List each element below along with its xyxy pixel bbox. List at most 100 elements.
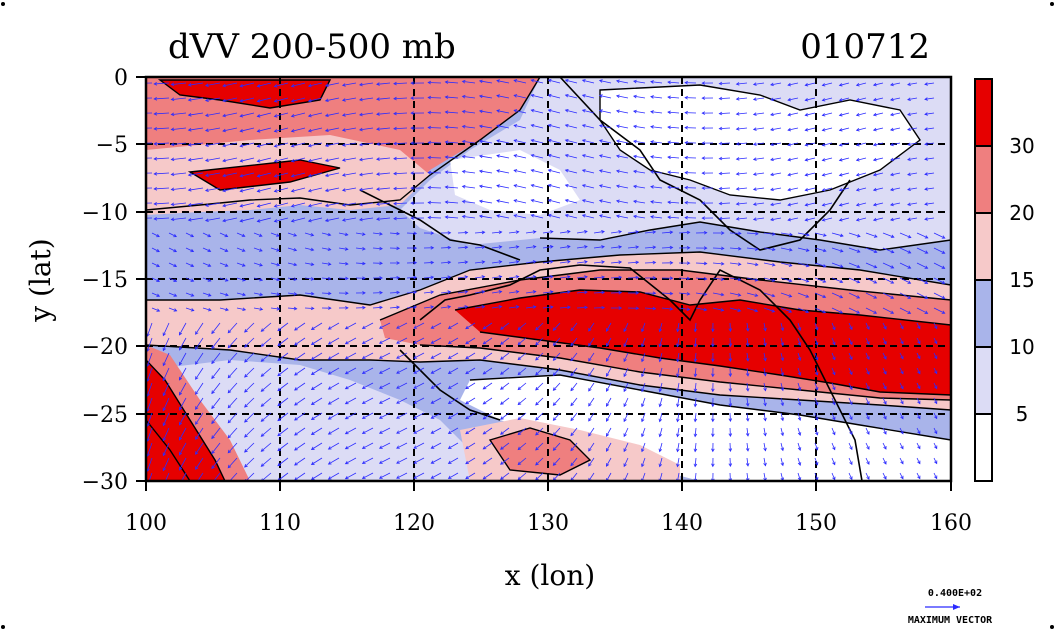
wind-vector-head [549, 275, 554, 279]
wind-vector-arrow [448, 382, 459, 389]
wind-vector-head [728, 463, 733, 468]
wind-vector-arrow [933, 352, 938, 359]
wind-vector-arrow [151, 262, 160, 267]
wind-vector-head [137, 217, 140, 220]
wind-vector-head [570, 357, 574, 362]
wind-vector-head [290, 204, 295, 208]
wind-vector-arrow [667, 216, 680, 219]
wind-vector-head [344, 400, 349, 405]
wind-vector-head [170, 202, 175, 207]
wind-vector-head [341, 158, 346, 162]
wind-vector-arrow [261, 457, 272, 467]
wind-vector-arrow [763, 382, 766, 391]
wind-vector-head [805, 248, 810, 252]
wind-vector-head [344, 415, 349, 420]
wind-vector-head [598, 109, 603, 113]
wind-vector-head [204, 203, 209, 207]
wind-vector-arrow [462, 170, 476, 174]
wind-vector-head [396, 231, 401, 236]
wind-vector-head [872, 82, 877, 87]
wind-vector-arrow [270, 232, 280, 237]
wind-vector-arrow [462, 185, 476, 189]
colorbar-swatch [975, 414, 992, 481]
wind-vector-arrow [244, 337, 255, 348]
wind-vector-arrow [328, 427, 340, 435]
wind-vector-arrow [873, 202, 884, 206]
wind-vector-head [341, 113, 346, 117]
wind-vector-head [770, 127, 774, 132]
wind-vector-head [277, 402, 282, 407]
wind-vector-arrow [428, 217, 442, 219]
wind-vector-head [517, 476, 522, 481]
wind-vector-head [763, 357, 767, 362]
wind-vector-arrow [856, 112, 867, 116]
wind-vector-arrow [677, 397, 680, 407]
wind-vector-arrow [479, 170, 493, 174]
wind-vector-arrow [559, 306, 571, 309]
wind-vector-head [641, 448, 645, 453]
wind-vector-head [900, 370, 904, 375]
wind-vector-arrow [729, 307, 741, 312]
wind-vector-head [890, 202, 894, 207]
wind-vector-head [618, 260, 623, 264]
wind-vector-head [427, 95, 432, 100]
wind-vector-head [413, 246, 418, 250]
wind-vector-head [376, 112, 380, 116]
wind-vector-head [900, 400, 904, 405]
wind-vector-arrow [195, 397, 204, 410]
wind-vector-arrow [882, 232, 895, 238]
wind-vector-arrow [553, 352, 561, 361]
wind-vector-head [310, 476, 315, 480]
wind-vector-arrow [379, 397, 391, 404]
wind-vector-head [345, 291, 349, 295]
field-region-south-white [460, 375, 951, 481]
wind-vector-arrow [831, 262, 843, 268]
wind-vector-arrow [788, 82, 799, 86]
wind-vector-head [294, 357, 298, 361]
wind-vector-arrow [240, 217, 255, 222]
wind-vector-head [866, 341, 870, 345]
wind-vector-head [260, 448, 265, 452]
wind-vector-head [924, 280, 929, 284]
wind-vector-head [686, 261, 691, 265]
wind-vector-head [153, 187, 158, 191]
wind-vector-arrow [623, 367, 629, 377]
wind-vector-arrow [873, 127, 884, 131]
wind-vector-head [547, 183, 552, 188]
wind-vector-arrow [736, 172, 748, 175]
wind-vector-arrow [396, 427, 408, 434]
wind-vector-arrow [362, 397, 374, 404]
wind-vector-head [532, 305, 537, 309]
wind-vector-arrow [500, 352, 510, 360]
wind-vector-arrow [677, 322, 680, 332]
wind-vector-arrow [916, 337, 921, 344]
wind-vector-arrow [916, 232, 928, 239]
wind-vector-arrow [188, 217, 204, 221]
wind-vector-arrow [553, 442, 561, 451]
wind-vector-arrow [379, 352, 391, 359]
wind-vector-arrow [695, 262, 707, 264]
wind-vector-head [310, 306, 315, 311]
wind-vector-head [623, 358, 627, 363]
wind-vector-arrow [270, 292, 280, 295]
wind-vector-arrow [677, 367, 680, 377]
wind-vector-arrow [633, 170, 646, 174]
wind-vector-arrow [291, 112, 306, 117]
wind-vector-head [676, 463, 680, 468]
wind-vector-head [535, 416, 539, 421]
wind-vector-head [277, 432, 282, 437]
wind-vector-head [482, 401, 487, 405]
wind-vector-head [341, 203, 346, 207]
wind-vector-arrow [814, 232, 827, 237]
wind-vector-arrow [517, 442, 527, 450]
wind-vector-arrow [376, 187, 391, 190]
wind-vector-arrow [171, 142, 187, 145]
wind-vector-head [735, 217, 740, 221]
wind-vector-arrow [240, 97, 255, 102]
wind-vector-head [633, 169, 637, 174]
wind-vector-head [917, 385, 921, 390]
wind-vector-head [641, 388, 645, 393]
wind-vector-arrow [899, 412, 904, 419]
wind-vector-arrow [780, 292, 792, 298]
wind-vector-head [376, 217, 380, 221]
